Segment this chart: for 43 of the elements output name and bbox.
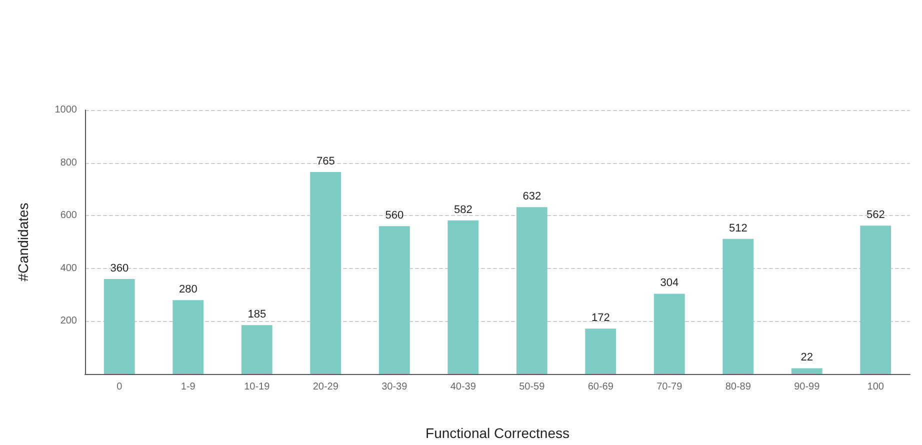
x-tick-label: 50-59 — [519, 382, 546, 392]
data-label: 582 — [454, 204, 472, 216]
bar — [585, 328, 616, 374]
y-tick-label: 200 — [60, 316, 78, 327]
y-tick-label: 400 — [60, 262, 78, 274]
data-label: 632 — [522, 190, 542, 203]
bar — [378, 226, 410, 374]
y-tick-label: 800 — [60, 157, 78, 168]
data-label: 562 — [866, 209, 885, 222]
data-label: 304 — [660, 277, 679, 290]
bar — [791, 368, 822, 374]
x-tick-label: 40-39 — [450, 382, 476, 392]
x-tick-label: 100 — [867, 382, 884, 392]
bar — [860, 226, 892, 374]
bar — [516, 207, 548, 374]
x-tick-label: 80-89 — [725, 382, 752, 392]
data-label: 512 — [728, 222, 748, 234]
x-tick-label: 20-29 — [312, 382, 339, 392]
bar — [448, 220, 479, 374]
bar — [310, 172, 342, 374]
x-tick-label: 70-79 — [656, 382, 683, 392]
data-label: 22 — [800, 352, 813, 364]
x-tick-label: 0 — [116, 382, 123, 392]
bar — [172, 300, 204, 374]
data-label: 560 — [385, 210, 404, 222]
bar — [241, 325, 272, 374]
data-label: 185 — [248, 308, 266, 321]
bar — [722, 238, 754, 374]
data-label: 280 — [178, 284, 198, 296]
x-tick-label: 1-9 — [180, 382, 196, 392]
data-label: 360 — [110, 262, 129, 274]
y-tick-label: 600 — [60, 210, 78, 222]
x-tick-label: 60-69 — [588, 382, 614, 392]
bar — [654, 294, 685, 374]
bar — [104, 278, 135, 374]
x-tick-label: 30-39 — [382, 382, 408, 392]
y-axis-title: #Candidates — [15, 202, 31, 282]
y-tick-label: 1000 — [54, 104, 78, 116]
data-label: 765 — [316, 156, 335, 168]
x-axis-title: Functional Correctness — [426, 425, 570, 441]
x-tick-label: 90-99 — [794, 382, 820, 392]
x-tick-label: 10-19 — [244, 382, 270, 392]
data-label: 172 — [591, 312, 610, 324]
